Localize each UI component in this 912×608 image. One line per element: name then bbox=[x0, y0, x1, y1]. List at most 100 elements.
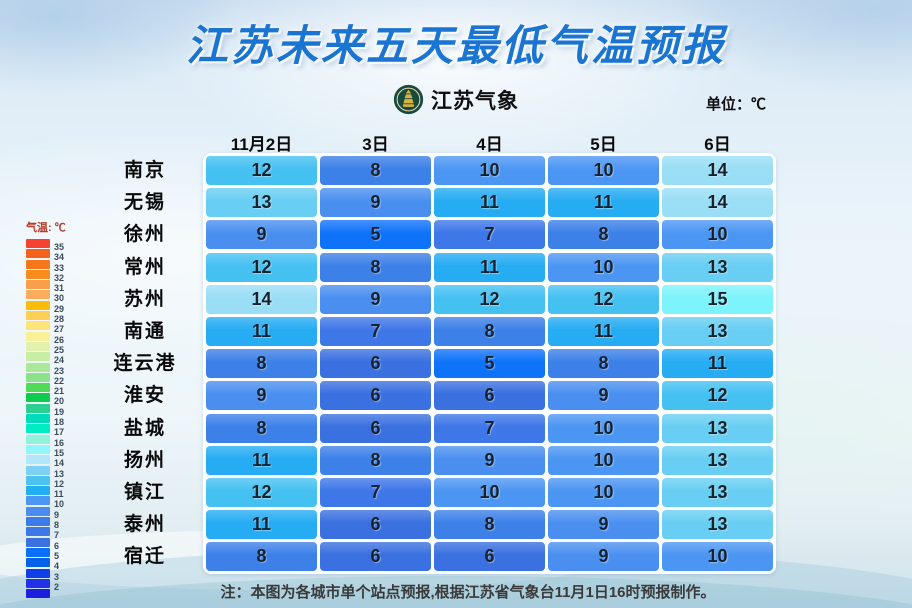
colorbar-entry: 21 bbox=[26, 383, 66, 396]
colorbar-tick-label: 25 bbox=[54, 344, 65, 355]
colorbar-entry: 22 bbox=[26, 372, 66, 385]
colorbar-tick-label: 13 bbox=[54, 468, 65, 479]
temperature-cell: 7 bbox=[434, 413, 545, 443]
colorbar-tick-label: 29 bbox=[54, 303, 65, 314]
temperature-cell: 12 bbox=[434, 284, 545, 314]
colorbar-entry: 29 bbox=[26, 300, 66, 313]
temperature-cell: 6 bbox=[434, 381, 545, 411]
temperature-cell: 11 bbox=[548, 188, 659, 218]
brand-name: 江苏气象 bbox=[431, 89, 519, 113]
colorbar-entry: 2 bbox=[26, 578, 66, 591]
temperature-cell: 6 bbox=[320, 413, 431, 443]
colorbar-tick-label: 34 bbox=[54, 252, 65, 263]
city-label: 宿迁 bbox=[123, 546, 166, 568]
colorbar-swatch bbox=[26, 537, 50, 547]
colorbar-swatch bbox=[26, 547, 50, 557]
colorbar-entry: 20 bbox=[26, 393, 66, 406]
colorbar-tick-label: 24 bbox=[54, 355, 65, 366]
temperature-cell: 10 bbox=[548, 445, 659, 475]
colorbar-tick-label: 20 bbox=[54, 396, 65, 407]
unit-label: 单位：℃ bbox=[705, 96, 766, 113]
city-label: 镇江 bbox=[123, 481, 166, 503]
temperature-cell: 7 bbox=[320, 316, 431, 346]
temperature-cell: 8 bbox=[206, 413, 317, 443]
colorbar-scale: 35 34 33 32 31 30 29 28 27 26 25 24 23 22 21 20 19 18 17 16… bbox=[26, 239, 66, 599]
city-label: 扬州 bbox=[123, 449, 166, 471]
colorbar-swatch bbox=[26, 300, 50, 310]
temperature-cell: 8 bbox=[320, 445, 431, 475]
colorbar-tick-label: 35 bbox=[54, 242, 65, 252]
temperature-cell: 12 bbox=[206, 252, 317, 282]
colorbar-tick-label: 2 bbox=[54, 581, 60, 592]
temperature-cell: 10 bbox=[434, 477, 545, 507]
city-label: 南通 bbox=[123, 320, 166, 342]
temperature-cell: 8 bbox=[320, 252, 431, 282]
colorbar-entry: 4 bbox=[26, 558, 66, 571]
colorbar-swatch bbox=[26, 527, 50, 537]
temperature-cell: 9 bbox=[434, 445, 545, 475]
colorbar-entry: 13 bbox=[26, 465, 66, 478]
temperature-cell: 8 bbox=[548, 220, 659, 250]
city-label: 无锡 bbox=[123, 192, 166, 214]
table-row: 11 7 8 11 13 bbox=[206, 316, 773, 346]
table-row: 12 7 10 10 13 bbox=[206, 477, 773, 507]
temperature-cell: 11 bbox=[662, 349, 773, 379]
colorbar-tick-label: 12 bbox=[54, 478, 65, 489]
colorbar-tick-label: 4 bbox=[54, 561, 60, 572]
date-header: 6日 bbox=[704, 135, 731, 154]
colorbar-swatch bbox=[26, 311, 50, 321]
temperature-cell: 10 bbox=[548, 252, 659, 282]
date-header: 5日 bbox=[590, 135, 617, 154]
temperature-cell: 6 bbox=[320, 349, 431, 379]
table-row: 14 9 12 12 15 bbox=[206, 284, 773, 314]
date-column-headers: 11月2日 3日 4日 5日 6日 bbox=[206, 130, 773, 155]
table-row: 9 5 7 8 10 bbox=[206, 220, 773, 250]
colorbar-swatch bbox=[26, 352, 50, 362]
colorbar-swatch bbox=[26, 434, 50, 444]
colorbar-swatch bbox=[26, 259, 50, 269]
colorbar-tick-label: 15 bbox=[54, 447, 65, 458]
table-row: 12 8 10 10 14 bbox=[206, 156, 773, 185]
colorbar-tick-label: 27 bbox=[54, 324, 65, 335]
colorbar-entry: 31 bbox=[26, 280, 66, 293]
colorbar-entry: 8 bbox=[26, 517, 66, 530]
temperature-grid: 12 8 10 10 14 13 9 11 11 14 9 5 7 8 10 12 8 11 10 13 14 9 12 12… bbox=[203, 153, 776, 575]
city-label: 连云港 bbox=[113, 353, 177, 375]
city-label: 徐州 bbox=[123, 224, 166, 246]
colorbar-entry: 15 bbox=[26, 444, 66, 457]
temperature-cell: 13 bbox=[206, 188, 317, 218]
table-row: 11 8 9 10 13 bbox=[206, 445, 773, 475]
colorbar-swatch bbox=[26, 558, 50, 568]
temperature-cell: 13 bbox=[662, 252, 773, 282]
colorbar-tick-label: 11 bbox=[54, 489, 64, 500]
temperature-cell: 8 bbox=[206, 542, 317, 572]
colorbar-swatch bbox=[26, 280, 50, 290]
colorbar-entry: 17 bbox=[26, 424, 66, 437]
colorbar-swatch bbox=[26, 372, 50, 382]
temperature-cell: 14 bbox=[662, 188, 773, 218]
table-row: 8 6 7 10 13 bbox=[206, 413, 773, 443]
temperature-cell: 12 bbox=[206, 477, 317, 507]
table-row: 11 6 8 9 13 bbox=[206, 510, 773, 540]
colorbar-tick-label: 30 bbox=[54, 293, 65, 304]
colorbar-tick-label: 21 bbox=[54, 386, 65, 397]
temperature-cell: 14 bbox=[662, 156, 773, 185]
colorbar-swatch bbox=[26, 393, 50, 403]
colorbar-entry: 28 bbox=[26, 311, 66, 324]
city-label: 常州 bbox=[123, 256, 166, 278]
colorbar-entry: 5 bbox=[26, 547, 66, 560]
colorbar-entry: 27 bbox=[26, 321, 66, 334]
colorbar-tick-label: 18 bbox=[54, 417, 65, 428]
colorbar-swatch bbox=[26, 465, 50, 475]
colorbar-entry bbox=[26, 589, 66, 599]
temperature-cell: 8 bbox=[434, 510, 545, 540]
temperature-cell: 13 bbox=[662, 316, 773, 346]
temperature-cell: 10 bbox=[434, 156, 545, 185]
city-label: 淮安 bbox=[123, 385, 166, 407]
colorbar-tick-label: 6 bbox=[54, 540, 60, 551]
colorbar-swatch bbox=[26, 455, 50, 465]
colorbar-entry: 3 bbox=[26, 568, 66, 581]
temperature-cell: 11 bbox=[206, 316, 317, 346]
temperature-cell: 11 bbox=[434, 188, 545, 218]
colorbar-tick-label: 8 bbox=[54, 520, 60, 531]
